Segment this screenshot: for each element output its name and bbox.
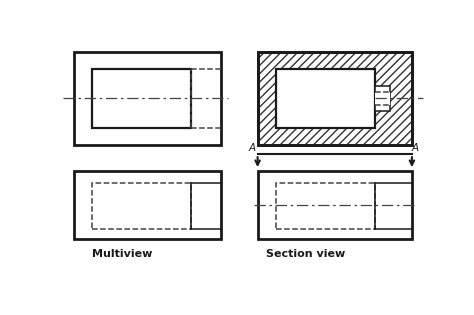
Bar	[375, 86, 390, 111]
Bar	[258, 52, 412, 145]
Bar	[375, 92, 390, 105]
Text: A: A	[248, 143, 255, 153]
Bar	[276, 69, 375, 128]
Bar	[258, 171, 412, 239]
Bar	[92, 69, 191, 128]
Bar	[375, 86, 390, 111]
Bar	[92, 183, 191, 229]
Bar	[74, 52, 221, 145]
Bar	[258, 52, 412, 145]
Bar	[74, 171, 221, 239]
Text: Multiview: Multiview	[91, 249, 152, 259]
Bar	[276, 183, 375, 229]
Text: A: A	[412, 143, 419, 153]
Bar	[258, 52, 412, 145]
Text: Section view: Section view	[266, 249, 345, 259]
